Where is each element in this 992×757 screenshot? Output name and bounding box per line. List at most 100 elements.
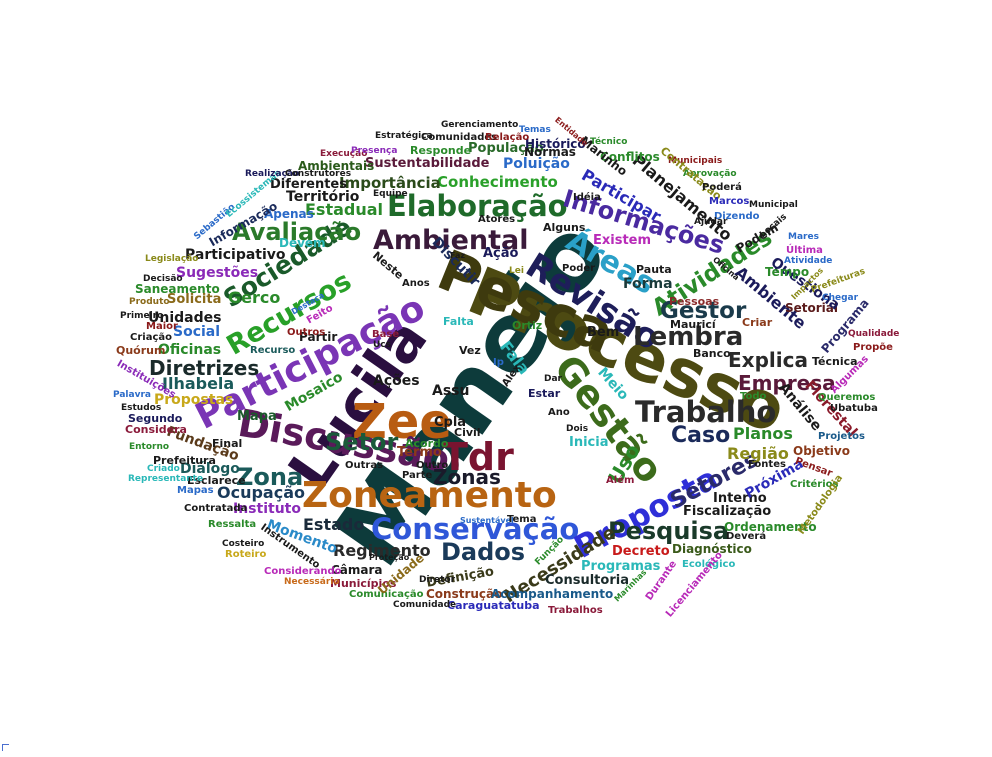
word-considera: Considera: [125, 423, 187, 436]
word-tempo: Tempo: [765, 265, 810, 279]
word-presenca: Presença: [351, 146, 398, 156]
word-estrategica: Estratégica: [375, 131, 433, 141]
word-quorum: Quórum: [116, 344, 166, 357]
word-responde: Responde: [410, 144, 472, 157]
word-apenas: Apenas: [264, 207, 314, 221]
word-instituto: Instituto: [233, 501, 301, 517]
word-conflitos: Conflitos: [600, 150, 660, 164]
word-final: Final: [212, 437, 243, 450]
word-protecao: Proteção: [369, 553, 410, 562]
word-construcao: Construção: [426, 587, 503, 601]
word-acompanhamento: Acompanhamento: [491, 587, 614, 601]
word-construtores: Construtores: [285, 169, 352, 179]
word-decisao: Decisão: [143, 274, 183, 284]
word-sustentavel: Sustentável: [460, 516, 514, 525]
word-outros: Outros: [287, 327, 326, 338]
word-termo: Termo: [397, 445, 442, 460]
word-ecologico: Ecológico: [682, 559, 736, 570]
word-estado: Estado: [303, 515, 365, 534]
word-dados: Dados: [441, 538, 526, 566]
word-acao: Ação: [483, 246, 519, 261]
word-civil: Civil: [454, 426, 481, 439]
word-aprovacao: Aprovação: [683, 169, 737, 179]
word-oficinas: Oficinas: [158, 342, 222, 358]
word-importancia: Importância: [339, 174, 441, 192]
word-setorial: Setorial: [785, 301, 839, 315]
word-base: Base: [372, 329, 400, 340]
word-legislacao: Legislação: [145, 254, 199, 264]
word-trabalho: Trabalho: [635, 395, 777, 429]
word-fiscalizacao: Fiscalização: [683, 504, 772, 519]
word-propoe: Propõe: [853, 342, 893, 353]
word-equipe: Equipe: [373, 189, 408, 199]
word-zonas: Zonas: [433, 465, 501, 489]
word-esclarece: Esclarece: [187, 474, 246, 487]
word-programas: Programas: [581, 559, 661, 574]
word-inicia: Inicia: [569, 435, 609, 450]
word-estudos: Estudos: [121, 403, 162, 413]
word-poluicao: Poluição: [503, 156, 570, 172]
word-propostas: Propostas: [154, 392, 234, 408]
word-recurso: Recurso: [250, 345, 296, 356]
word-relacao: Relação: [485, 132, 530, 143]
word-ucs: Ucs: [373, 340, 391, 350]
word-partir: Partir: [299, 330, 338, 344]
word-ideia: Idéia: [573, 192, 601, 203]
word-acoes: Ações: [373, 373, 420, 389]
word-sugestoes: Sugestões: [176, 265, 259, 281]
word-primeiro: Primeiro: [120, 311, 164, 321]
word-regimento: Regimento: [333, 541, 431, 560]
word-comunidades: Comunidades: [421, 132, 498, 143]
word-outras: Outras: [345, 460, 384, 471]
word-conhecimento: Conhecimento: [437, 173, 558, 191]
word-execucao: Execução: [320, 149, 368, 159]
word-mapa: Mapa: [237, 409, 277, 424]
word-acordo: Acordo: [405, 437, 449, 450]
word-solicita: Solicita: [167, 292, 222, 307]
word-parte: Parte: [402, 470, 433, 481]
word-dar: Dar: [544, 374, 562, 384]
word-ajudar: Ajudar: [694, 217, 728, 227]
word-queremos: Queremos: [818, 392, 876, 403]
word-segundo: Segundo: [128, 412, 183, 425]
word-gerenciamento: Gerenciamento: [441, 120, 519, 130]
word-produto: Produto: [129, 297, 170, 307]
word-todo: Todo: [740, 391, 767, 402]
word-ip: Ip: [493, 357, 504, 368]
word-municipios: Municípios: [330, 577, 397, 590]
word-zona: Zona: [236, 463, 304, 491]
word-ocupacao: Ocupação: [217, 483, 305, 502]
word-lembra: Lembra: [633, 322, 744, 352]
word-anos: Anos: [402, 278, 430, 289]
word-criacao: Criação: [130, 332, 172, 343]
word-lei: Lei: [509, 266, 524, 276]
word-gestor: Gestor: [660, 298, 747, 324]
word-historico: Histórico: [525, 137, 586, 151]
word-chegar: Chegar: [822, 293, 859, 303]
word-outro: Outro: [416, 460, 449, 471]
word-considerando: Considerando: [264, 566, 342, 577]
word-populacao: População: [468, 141, 544, 156]
word-tdr: Tdr: [442, 435, 514, 479]
word-social: Social: [173, 324, 221, 340]
word-alem: Além: [606, 475, 635, 486]
corner-marker: [2, 744, 9, 751]
word-criar: Criar: [742, 316, 773, 329]
word-atividade: Atividade: [784, 256, 833, 266]
word-qualidade: Qualidade: [848, 329, 900, 339]
word-projetos: Projetos: [818, 431, 865, 442]
word-palavra: Palavra: [113, 390, 151, 400]
word-zee: Zee: [352, 394, 452, 450]
word-empresa: Empresa: [738, 371, 836, 395]
word-caso: Caso: [671, 423, 731, 448]
word-criado: Criado: [147, 464, 180, 474]
word-unidades: Unidades: [148, 310, 222, 326]
word-criterios: Critérios: [790, 479, 839, 490]
word-ambiental: Ambiental: [373, 225, 529, 256]
word-marcos: Marcos: [709, 196, 750, 207]
word-tecnico: Técnico: [590, 137, 628, 147]
word-faz: Faz: [450, 251, 466, 260]
word-municipais: Municipais: [668, 156, 723, 166]
word-pesquisa: Pesquisa: [608, 517, 730, 545]
word-representante: Representante: [128, 474, 204, 484]
